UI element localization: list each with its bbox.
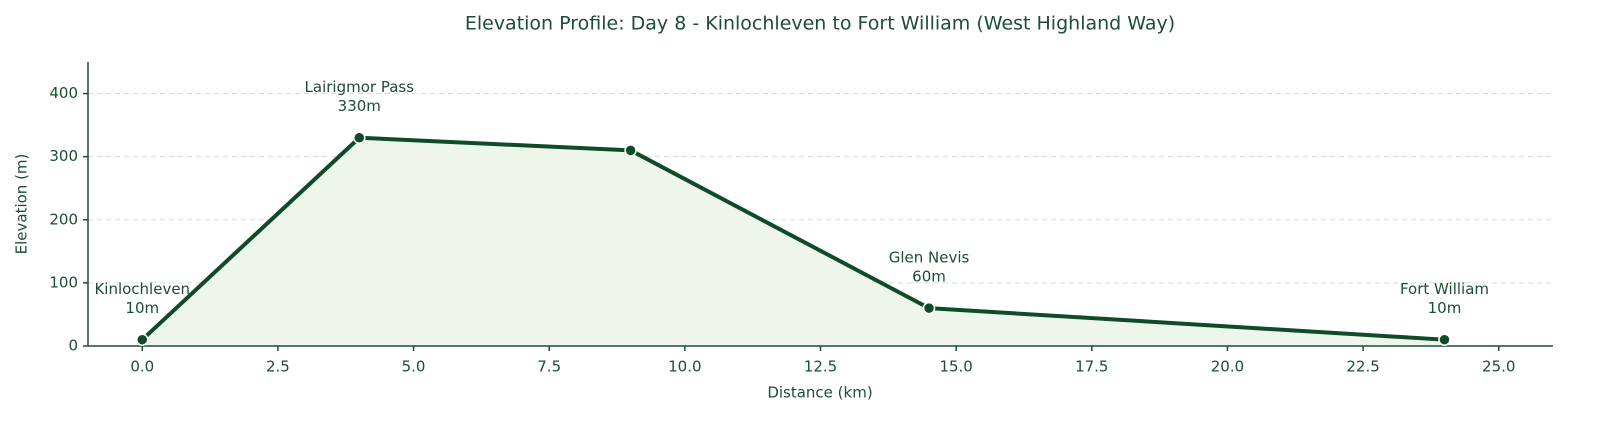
y-tick-label: 100 — [49, 273, 78, 291]
x-tick-label: 0.0 — [130, 358, 154, 376]
point — [1438, 333, 1451, 346]
value-label: 10m — [125, 299, 159, 317]
x-tick-label: 15.0 — [939, 358, 972, 376]
point — [922, 301, 936, 315]
point — [624, 144, 637, 157]
x-axis-label: Distance (km) — [767, 384, 872, 402]
point-label: Lairigmor Pass — [305, 78, 415, 96]
x-tick-label: 25.0 — [1482, 358, 1515, 376]
x-tick-label: 2.5 — [266, 358, 290, 376]
y-tick-label: 400 — [49, 84, 78, 102]
point-label: Fort William — [1400, 280, 1489, 298]
area — [142, 137, 1445, 346]
point-label: Glen Nevis — [889, 249, 970, 267]
chart-title: Elevation Profile: Day 8 - Kinlochleven … — [465, 13, 1175, 35]
x-tick-label: 5.0 — [402, 358, 426, 376]
y-tick-label: 0 — [68, 337, 78, 355]
point — [136, 333, 149, 346]
x-tick-label: 17.5 — [1075, 358, 1108, 376]
x-tick-label: 10.0 — [668, 358, 701, 376]
y-axis-label: Elevation (m) — [13, 154, 31, 255]
y-tick-label: 300 — [49, 147, 78, 165]
point-label: Kinlochleven — [94, 280, 190, 298]
value-label: 330m — [338, 97, 381, 115]
x-tick-label: 12.5 — [804, 358, 837, 376]
x-tick-label: 20.0 — [1211, 358, 1244, 376]
x-tick-label: 7.5 — [537, 358, 561, 376]
value-label: 60m — [912, 268, 946, 286]
point — [353, 131, 366, 144]
value-label: 10m — [1428, 299, 1462, 317]
y-tick-label: 200 — [49, 210, 78, 228]
x-tick-label: 22.5 — [1346, 358, 1379, 376]
